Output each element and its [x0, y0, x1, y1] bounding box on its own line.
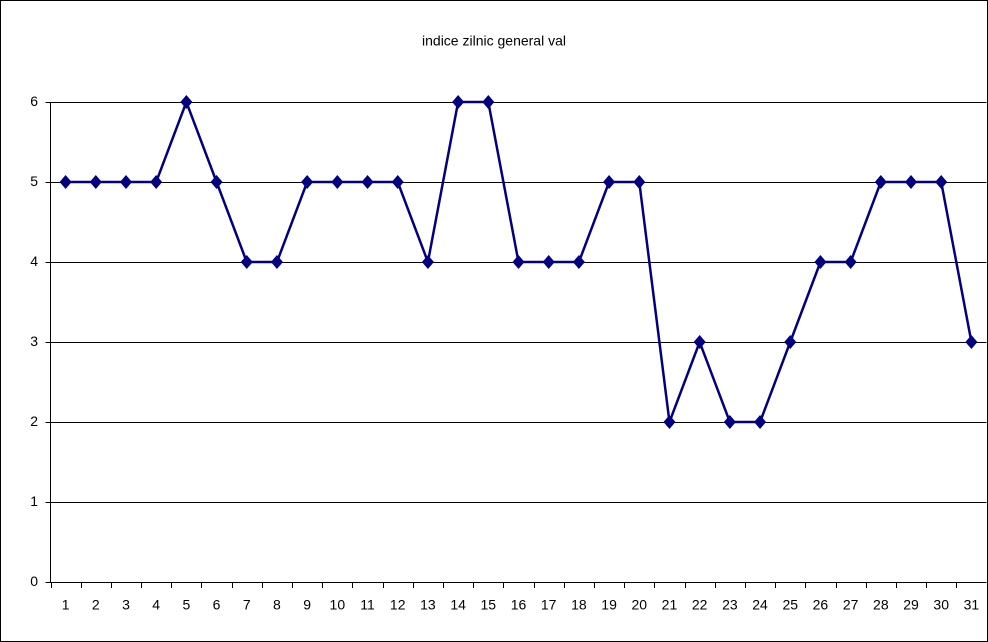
- y-tick-label: 2: [30, 413, 38, 429]
- y-tick-label: 5: [30, 173, 38, 189]
- x-tick-label: 28: [873, 597, 889, 613]
- y-tick-label: 3: [30, 333, 38, 349]
- x-tick-label: 6: [213, 597, 221, 613]
- x-tick-label: 4: [152, 597, 160, 613]
- x-tick-label: 12: [390, 597, 406, 613]
- data-marker: [905, 175, 918, 189]
- data-marker: [874, 175, 887, 189]
- data-marker: [572, 255, 585, 269]
- x-tick-label: 18: [571, 597, 587, 613]
- x-tick-label: 27: [843, 597, 859, 613]
- x-tick-label: 29: [903, 597, 919, 613]
- data-marker: [935, 175, 948, 189]
- x-tick-label: 14: [450, 597, 466, 613]
- x-tick-label: 24: [752, 597, 768, 613]
- data-marker: [119, 175, 132, 189]
- x-tick-label: 30: [933, 597, 949, 613]
- x-tick-label: 21: [662, 597, 678, 613]
- data-marker: [542, 255, 555, 269]
- x-tick-label: 11: [360, 597, 375, 613]
- data-marker: [482, 95, 495, 109]
- data-marker: [633, 175, 646, 189]
- data-marker: [150, 175, 163, 189]
- x-tick-label: 25: [782, 597, 798, 613]
- x-tick-label: 7: [243, 597, 251, 613]
- x-tick-label: 22: [692, 597, 708, 613]
- x-tick-label: 26: [813, 597, 829, 613]
- x-tick-label: 19: [601, 597, 617, 613]
- x-tick-label: 9: [303, 597, 311, 613]
- data-marker: [180, 95, 193, 109]
- data-marker: [270, 255, 283, 269]
- data-marker: [421, 255, 434, 269]
- y-tick-label: 1: [30, 493, 38, 509]
- x-tick-label: 13: [420, 597, 436, 613]
- data-marker: [814, 255, 827, 269]
- y-tick-label: 4: [30, 253, 38, 269]
- data-marker: [603, 175, 616, 189]
- data-marker: [240, 255, 253, 269]
- data-marker: [331, 175, 344, 189]
- y-tick-label: 6: [30, 93, 38, 109]
- x-tick-label: 23: [722, 597, 738, 613]
- x-tick-label: 17: [541, 597, 557, 613]
- data-marker: [391, 175, 404, 189]
- data-marker: [754, 415, 767, 429]
- x-tick-label: 15: [481, 597, 497, 613]
- data-marker: [210, 175, 223, 189]
- data-marker: [301, 175, 314, 189]
- data-marker: [844, 255, 857, 269]
- data-marker: [89, 175, 102, 189]
- x-tick-label: 3: [122, 597, 130, 613]
- x-tick-label: 31: [964, 597, 980, 613]
- x-tick-label: 2: [92, 597, 100, 613]
- data-marker: [452, 95, 465, 109]
- data-marker: [723, 415, 736, 429]
- data-marker: [663, 415, 676, 429]
- x-tick-label: 5: [182, 597, 190, 613]
- data-marker: [965, 335, 978, 349]
- data-marker: [693, 335, 706, 349]
- x-tick-label: 8: [273, 597, 281, 613]
- x-tick-label: 20: [631, 597, 647, 613]
- data-marker: [59, 175, 72, 189]
- data-marker: [361, 175, 374, 189]
- chart-title: indice zilnic general val: [422, 33, 566, 49]
- x-tick-label: 10: [330, 597, 346, 613]
- x-tick-label: 1: [62, 597, 70, 613]
- data-marker: [512, 255, 525, 269]
- y-tick-label: 0: [30, 573, 38, 589]
- data-marker: [784, 335, 797, 349]
- x-tick-label: 16: [511, 597, 527, 613]
